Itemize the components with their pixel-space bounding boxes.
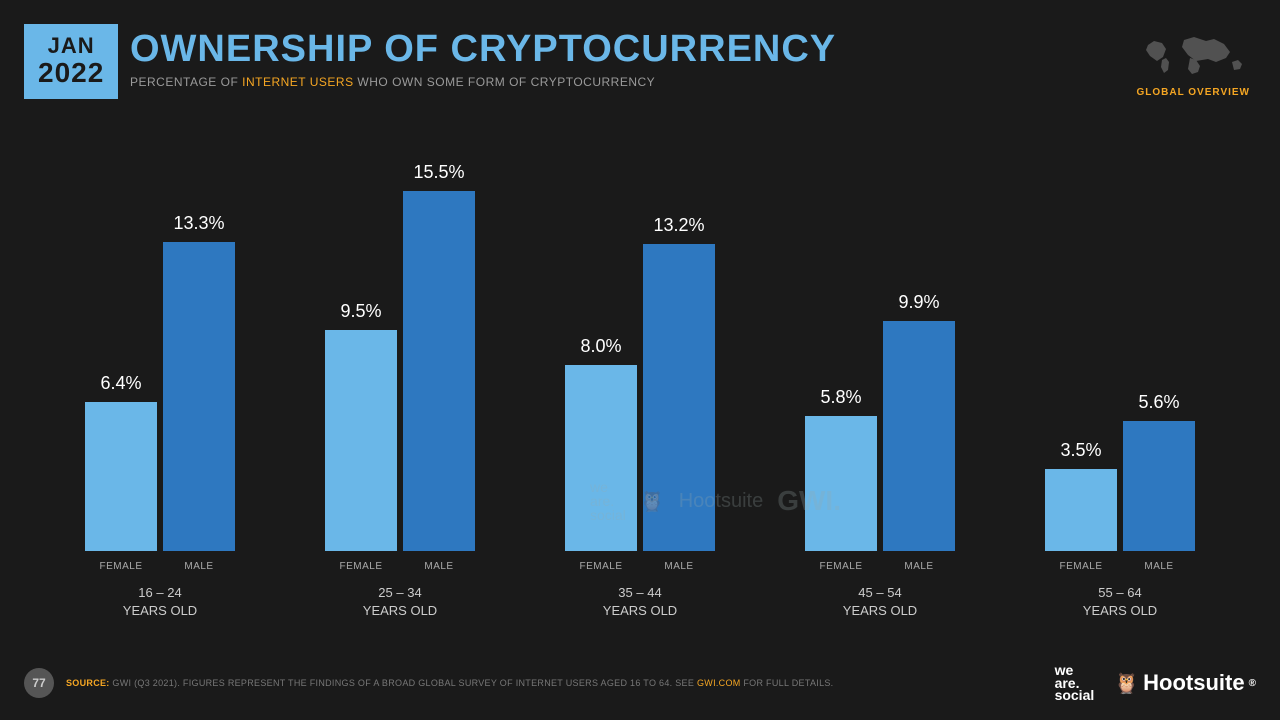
gender-label: MALE [904, 561, 933, 572]
age-label: 25 – 34YEARS OLD [363, 584, 437, 620]
bar-column-male: 5.6% MALE [1123, 392, 1195, 572]
date-badge: JAN 2022 [24, 24, 118, 99]
bar-column-female: 6.4% FEMALE [85, 373, 157, 572]
age-group: 5.8% FEMALE 9.9% MALE 45 – 54YEARS OLD [760, 172, 1000, 620]
global-overview: GLOBAL OVERVIEW [1136, 30, 1250, 98]
age-label: 16 – 24YEARS OLD [123, 584, 197, 620]
bar-column-male: 13.3% MALE [163, 213, 235, 572]
bar-male [403, 191, 475, 551]
bar-value-label: 8.0% [580, 336, 621, 357]
gender-label: FEMALE [579, 561, 622, 572]
overview-label: GLOBAL OVERVIEW [1136, 87, 1250, 98]
gender-label: MALE [664, 561, 693, 572]
age-group: 9.5%FEMALE15.5%MALE25 – 34YEARS OLD [280, 172, 520, 620]
page-title: OWNERSHIP OF CRYPTOCURRENCY [130, 28, 836, 71]
page-number: 77 [24, 668, 54, 698]
bar-male [1123, 421, 1195, 551]
bar-male [163, 242, 235, 551]
age-label: 35 – 44YEARS OLD [603, 584, 677, 620]
gender-label: MALE [1144, 561, 1173, 572]
bar-column-female: 3.5% FEMALE [1045, 440, 1117, 571]
bar-pair: 3.5% FEMALE 5.6% MALE [1045, 172, 1195, 572]
bar-column-male: 9.9% MALE [883, 292, 955, 572]
gender-label: FEMALE [1059, 561, 1102, 572]
crypto-ownership-chart: 6.4% FEMALE 13.3% MALE 16 – 24YEARS OLD 9.5% F… [40, 140, 1240, 620]
age-group: 6.4% FEMALE 13.3% MALE 16 – 24YEARS OLD [40, 172, 280, 620]
footer: 77 SOURCE: GWI (Q3 2021). FIGURES REPRES… [24, 664, 1256, 702]
hootsuite-watermark: Hootsuite [679, 490, 764, 513]
age-label: 55 – 64YEARS OLD [1083, 584, 1157, 620]
age-group: 3.5% FEMALE 5.6% MALE 55 – 64YEARS OLD [1000, 172, 1240, 620]
bar-column-female: 9.5% FEMALE [325, 301, 397, 572]
bar-male [883, 321, 955, 551]
bar-column-female: 8.0% FEMALE [565, 336, 637, 572]
bar-value-label: 9.5% [340, 301, 381, 322]
bar-female [85, 402, 157, 551]
bar-value-label: 13.2% [653, 215, 704, 236]
footer-logos: we are. social 🦉 Hootsuite® [1055, 664, 1256, 702]
bar-value-label: 5.6% [1138, 392, 1179, 413]
source-citation: SOURCE: GWI (Q3 2021). FIGURES REPRESENT… [66, 678, 1055, 688]
gender-label: FEMALE [819, 561, 862, 572]
gender-label: FEMALE [339, 561, 382, 572]
bar-column-male: 15.5% MALE [403, 162, 475, 572]
bar-female [1045, 469, 1117, 550]
bar-female [325, 330, 397, 551]
gender-label: FEMALE [99, 561, 142, 572]
bar-value-label: 3.5% [1060, 440, 1101, 461]
wearesocial-watermark: we are. social [590, 480, 626, 522]
bar-pair: 6.4% FEMALE 13.3% MALE [85, 172, 235, 572]
bar-value-label: 9.9% [898, 292, 939, 313]
owl-icon: 🦉 [1114, 671, 1139, 696]
bar-value-label: 13.3% [173, 213, 224, 234]
wearesocial-logo: we are. social [1055, 664, 1095, 702]
date-month: JAN [38, 34, 104, 58]
age-label: 45 – 54YEARS OLD [843, 584, 917, 620]
owl-icon: 🦉 [640, 489, 665, 514]
gender-label: MALE [424, 561, 453, 572]
header: OWNERSHIP OF CRYPTOCURRENCY PERCENTAGE O… [130, 28, 836, 89]
page-subtitle: PERCENTAGE OF INTERNET USERS WHO OWN SOM… [130, 75, 836, 89]
age-group: 8.0% FEMALE 13.2% MALE 35 – 44YEARS OLD [520, 172, 760, 620]
date-year: 2022 [38, 58, 104, 89]
watermark: we are. social 🦉 Hootsuite GWI. [590, 480, 841, 522]
world-map-icon [1140, 30, 1250, 80]
bar-pair: 9.5%FEMALE15.5%MALE [325, 172, 475, 572]
bar-value-label: 5.8% [820, 387, 861, 408]
hootsuite-logo: 🦉 Hootsuite® [1114, 670, 1256, 696]
bar-value-label: 6.4% [100, 373, 141, 394]
gender-label: MALE [184, 561, 213, 572]
gwi-watermark: GWI. [777, 485, 841, 517]
bar-value-label: 15.5% [413, 162, 464, 183]
